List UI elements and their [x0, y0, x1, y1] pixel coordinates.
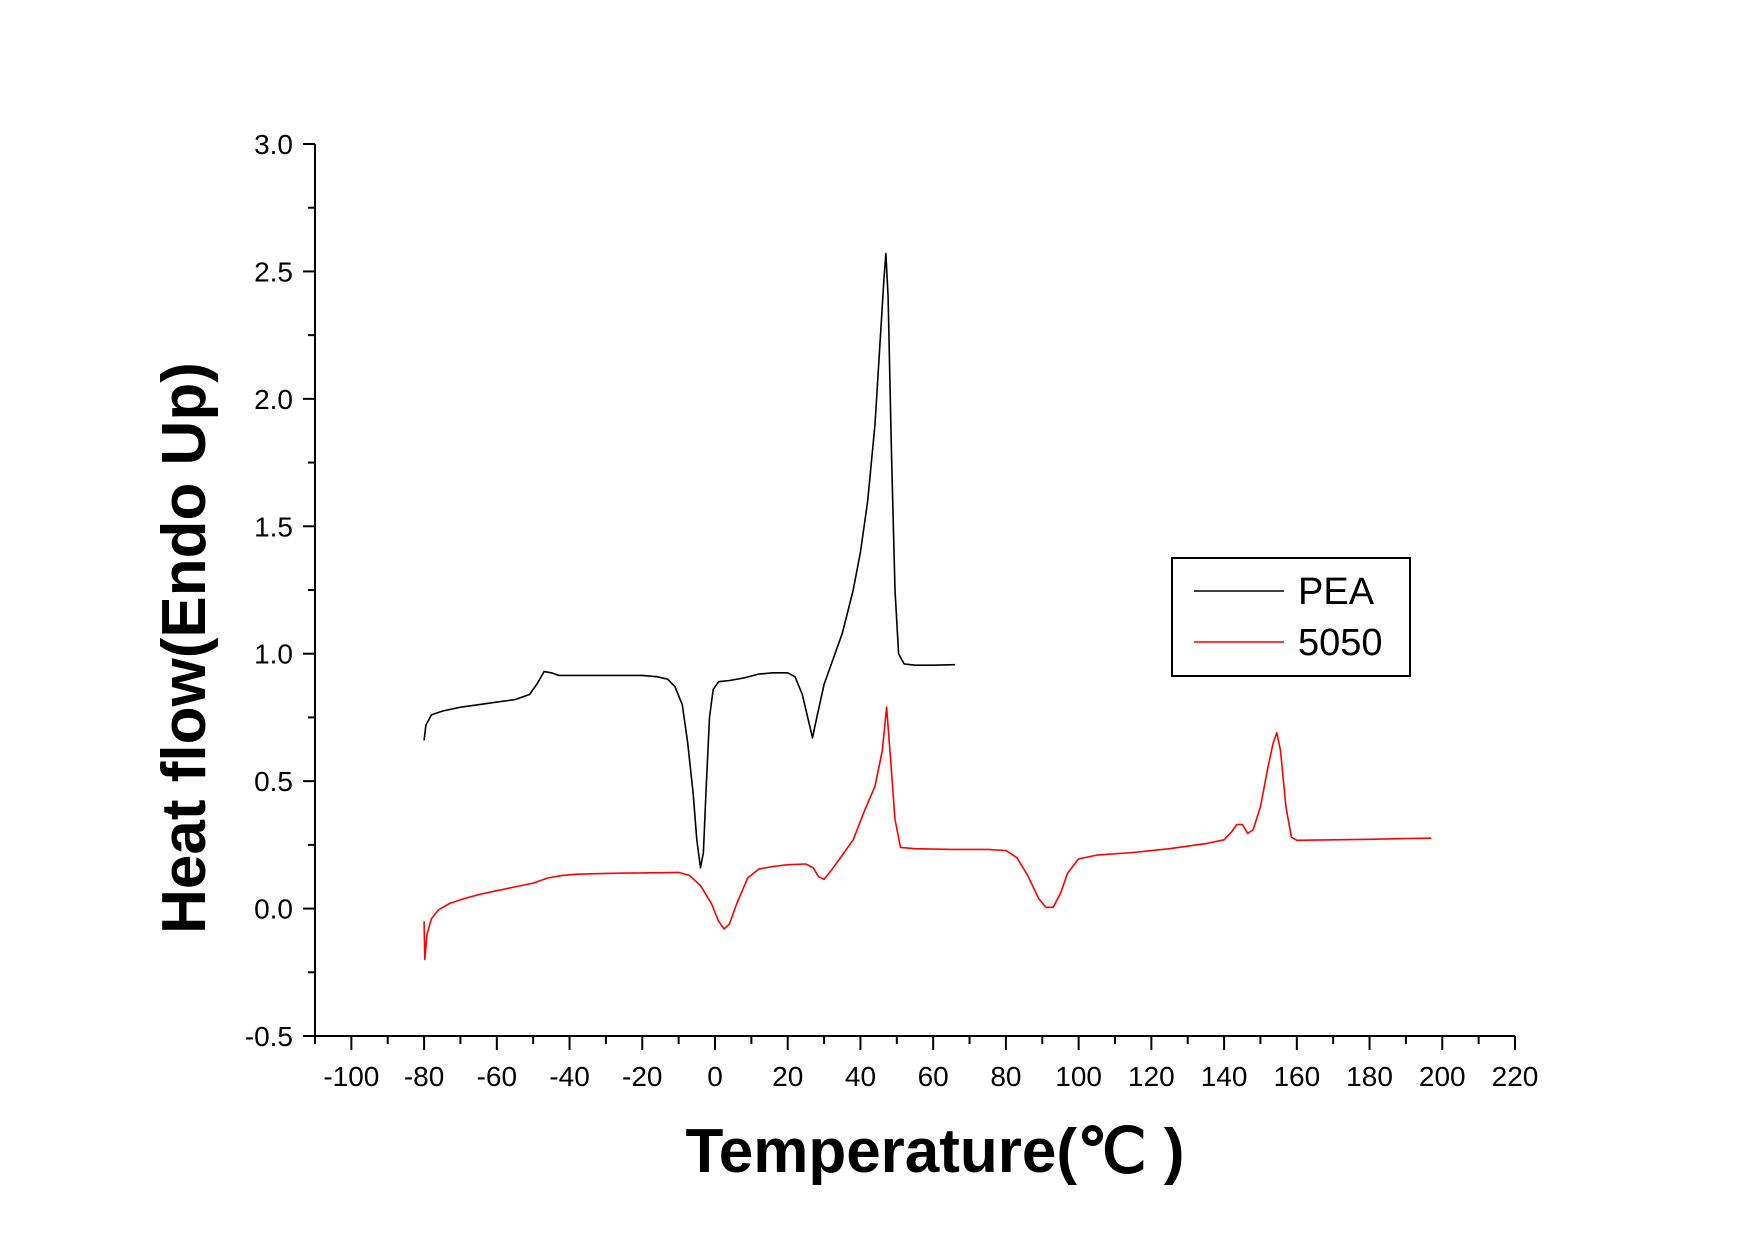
x-tick-label: -80: [404, 1061, 444, 1092]
legend-label-pea: PEA: [1298, 571, 1375, 613]
x-axis-title: Temperature(℃ ): [685, 1117, 1184, 1186]
x-tick-label: -60: [477, 1061, 517, 1092]
series-line-pea: [423, 252, 956, 869]
legend-items: PEA 5050: [1194, 571, 1383, 664]
x-tick-label: 20: [772, 1061, 803, 1092]
y-tick-label: 0.5: [254, 766, 293, 797]
y-tick-label: 3.0: [254, 129, 293, 160]
x-tick-label: 80: [990, 1061, 1021, 1092]
x-ticks: -100 -80 -60 -40 -20 0 20 40 60 80 100 120 140 160 180…: [314, 1036, 1539, 1092]
series-lines: [423, 252, 1432, 961]
legend: PEA 5050: [1171, 557, 1411, 677]
x-tick-label: 180: [1346, 1061, 1393, 1092]
x-tick-label: 200: [1419, 1061, 1466, 1092]
x-tick-label: 60: [918, 1061, 949, 1092]
y-tick-label: 1.5: [254, 511, 293, 542]
x-tick-label: 120: [1128, 1061, 1175, 1092]
x-tick-label: 40: [845, 1061, 876, 1092]
x-tick-label: 220: [1492, 1061, 1539, 1092]
legend-label-5050: 5050: [1298, 622, 1383, 664]
x-tick-label: -100: [323, 1061, 379, 1092]
y-ticks: -0.5 0.0 0.5 1.0 1.5 2.0 2.5 3.0: [245, 129, 315, 1052]
y-tick-label: 1.0: [254, 639, 293, 670]
x-tick-label: -40: [549, 1061, 589, 1092]
series-line-5050: [423, 706, 1432, 961]
y-tick-label: 2.5: [254, 256, 293, 287]
legend-box: [1171, 557, 1411, 677]
y-axis-title: Heat flow(Endo Up): [150, 362, 219, 934]
x-tick-label: 160: [1273, 1061, 1320, 1092]
y-tick-label: 2.0: [254, 384, 293, 415]
y-tick-label: -0.5: [245, 1021, 293, 1052]
y-tick-label: 0.0: [254, 894, 293, 925]
x-tick-label: 0: [707, 1061, 723, 1092]
x-tick-label: -20: [622, 1061, 662, 1092]
x-tick-label: 140: [1201, 1061, 1248, 1092]
x-tick-label: 100: [1055, 1061, 1102, 1092]
